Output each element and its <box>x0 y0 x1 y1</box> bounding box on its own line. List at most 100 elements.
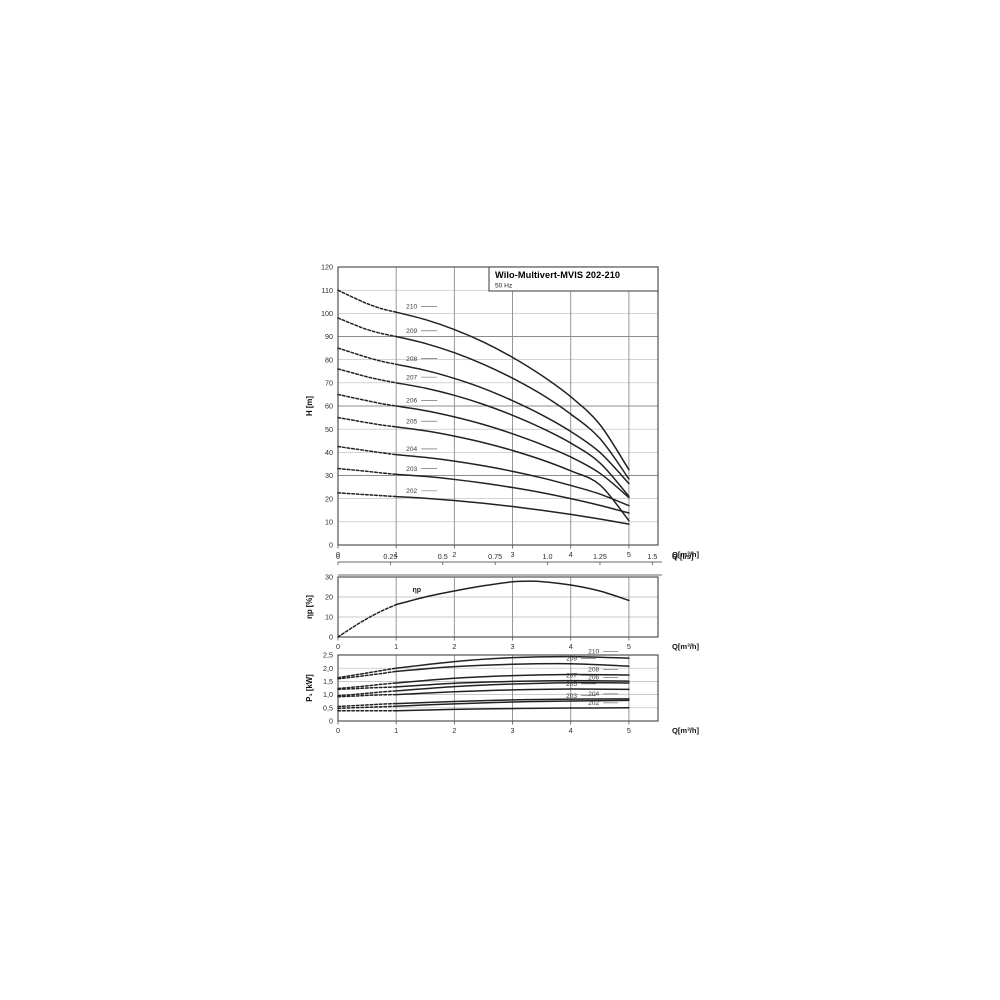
title-box-frame <box>488 266 659 292</box>
curve-label-206: 206 <box>406 398 417 405</box>
curve-solid-segment <box>395 580 630 606</box>
x-tick-label: 2 <box>452 642 456 651</box>
y-tick-label: 40 <box>325 448 333 457</box>
curve-209 <box>337 317 630 480</box>
x-tick-label: 3 <box>511 726 515 735</box>
x-axis-label-secondary: Q [l/s] <box>672 552 694 561</box>
curve-solid-segment <box>395 363 630 485</box>
curve-label-207: 207 <box>406 374 417 381</box>
curve-solid-segment <box>395 679 630 688</box>
y-tick-label: 50 <box>325 425 333 434</box>
power-curve-labels: 202 203 204 205 206 207 208 209 210 <box>566 649 619 707</box>
curve-label-205: 205 <box>406 418 417 425</box>
x-tick-label-secondary: 0 <box>336 552 340 561</box>
power-curve-label-203: 203 <box>566 693 577 700</box>
curve-dashed-segment <box>337 289 397 313</box>
x-tick-label: 2 <box>452 550 456 559</box>
curve-dashed-segment <box>337 693 397 698</box>
curve-solid-segment <box>395 453 630 507</box>
curve-dashed-segment <box>337 467 397 476</box>
y-tick-label: 70 <box>325 378 333 387</box>
x-tick-label: 0 <box>336 550 340 559</box>
x-tick-label: 1 <box>394 642 398 651</box>
x-tick-label-secondary: 0.5 <box>438 552 448 561</box>
power-curve-label-207: 207 <box>566 673 577 680</box>
x-tick-label: 2 <box>452 726 456 735</box>
y-tick-label: 30 <box>325 471 333 480</box>
curve-eta_p <box>337 580 630 638</box>
curve-dashed-segment <box>337 368 397 384</box>
plot-frame <box>337 576 659 638</box>
curve-solid-segment <box>395 382 630 498</box>
curve-204 <box>337 445 630 507</box>
y-tick-label: 30 <box>325 573 333 582</box>
curve-solid-segment <box>395 662 630 673</box>
power-curve-label-210: 210 <box>588 649 599 656</box>
power-curve-label-202: 202 <box>588 700 599 707</box>
efficiency-curve: 0 10 20 30 0 1 2 3 4 5 Q[m³/h] ηp [%] <box>305 573 699 651</box>
curve-dashed-segment <box>337 667 397 679</box>
curve-solid-segment <box>395 335 630 480</box>
chart-title: Wilo-Multivert-MVIS 202-210 <box>495 270 620 280</box>
efficiency-curve-annotation: ηp <box>412 587 421 594</box>
curve-dashed-segment <box>337 670 397 680</box>
x-tick-label-secondary: 1.5 <box>647 552 657 561</box>
head-curve-labels: 202 203 204 205 206 207 208 209 210 <box>406 304 438 495</box>
curve-dashed-segment <box>337 686 397 691</box>
curve-solid-segment <box>395 681 630 692</box>
curve-208 <box>337 673 630 690</box>
y-axis-label: ηp [%] <box>305 595 314 619</box>
curve-solid-segment <box>395 673 630 684</box>
curve-210 <box>337 655 630 679</box>
y-tick-label: 2,0 <box>323 664 333 673</box>
curve-solid-segment <box>395 311 630 471</box>
y-tick-label: 0 <box>329 633 333 642</box>
curve-label-208: 208 <box>406 356 417 363</box>
y-axis-label: H [m] <box>305 396 314 416</box>
x-tick-label: 4 <box>569 550 573 559</box>
curve-206 <box>337 681 630 697</box>
x-tick-label: 0 <box>336 726 340 735</box>
curve-solid-segment <box>395 473 630 514</box>
y-tick-label: 0,5 <box>323 703 333 712</box>
curve-solid-segment <box>395 688 630 696</box>
y-tick-label: 20 <box>325 494 333 503</box>
y-tick-label: 1,0 <box>323 690 333 699</box>
chart-title-box: Wilo-Multivert-MVIS 202-210 50 Hz <box>488 266 659 292</box>
curve-202 <box>337 707 630 712</box>
y-tick-label: 0 <box>329 541 333 550</box>
curve-dashed-segment <box>337 603 397 638</box>
y-tick-label: 90 <box>325 332 333 341</box>
curve-dashed-segment <box>337 445 397 456</box>
curve-207 <box>337 368 630 498</box>
power-curve-label-209: 209 <box>566 656 577 663</box>
curve-dashed-segment <box>337 317 397 338</box>
x-tick-label: 3 <box>511 642 515 651</box>
x-tick-label: 4 <box>569 726 573 735</box>
curve-dashed-segment <box>337 702 397 708</box>
curve-dashed-segment <box>337 416 397 428</box>
y-tick-label: 110 <box>322 286 333 295</box>
curve-label-202: 202 <box>406 488 417 495</box>
power-curve-label-206: 206 <box>588 675 599 682</box>
y-tick-label: 0 <box>329 717 333 726</box>
curve-207 <box>337 679 630 691</box>
power-curves: 0 0,5 1,0 1,5 2,0 2,5 0 1 2 3 4 5 Q[m³/h] P₁ [kW] <box>305 651 699 735</box>
curve-203 <box>337 699 630 710</box>
x-tick-label: 5 <box>627 642 631 651</box>
curve-206 <box>337 393 630 499</box>
x-tick-label: 3 <box>511 550 515 559</box>
y-tick-label: 20 <box>325 593 333 602</box>
curve-210 <box>337 289 630 471</box>
x-tick-label-secondary: 0.25 <box>383 552 397 561</box>
curve-label-204: 204 <box>406 446 417 453</box>
x-axis-label: Q[m³/h] <box>672 550 699 559</box>
curve-solid-segment <box>395 426 630 522</box>
head-curves: 0 10 20 30 40 50 60 70 80 90 100 110 120 0 1 2 3 4 5 Q[m³/h… <box>305 263 699 559</box>
x-tick-label: 5 <box>627 726 631 735</box>
y-tick-label: 120 <box>321 263 333 272</box>
power-curve-label-208: 208 <box>588 667 599 674</box>
curve-205 <box>337 416 630 522</box>
curve-label-203: 203 <box>406 466 417 473</box>
